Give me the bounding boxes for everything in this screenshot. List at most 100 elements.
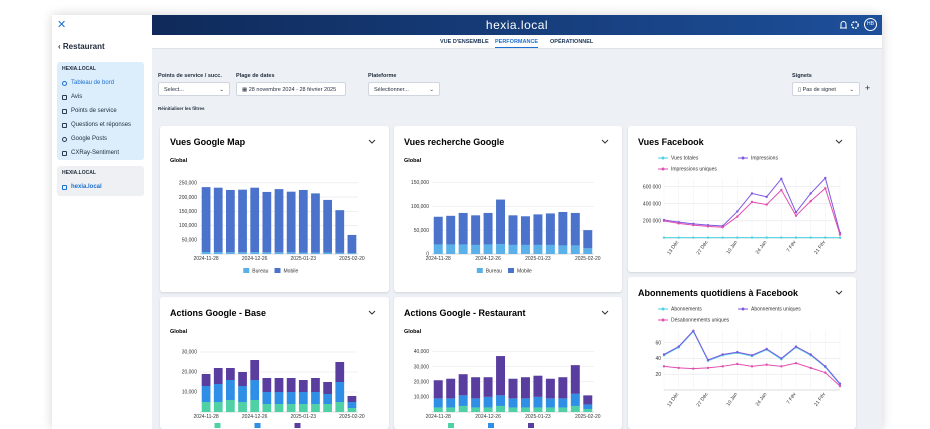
y-tick-label: 20,000 xyxy=(414,379,430,385)
reset-filters[interactable]: Réinitialiser les filtres xyxy=(158,106,205,111)
collapse-chevron[interactable] xyxy=(601,139,609,144)
bar-segment xyxy=(533,396,543,408)
legend-label: Bureau xyxy=(252,269,268,275)
tab[interactable]: OPÉRATIONNEL xyxy=(550,39,594,45)
x-tick-label: 2024-11-28 xyxy=(426,414,451,420)
close-button[interactable]: ✕ xyxy=(57,19,67,31)
bar-segment xyxy=(311,392,320,404)
bar-segment xyxy=(298,189,308,253)
y-tick-label: 200 000 xyxy=(643,219,661,225)
bar-segment xyxy=(347,253,357,254)
bar-segment xyxy=(583,404,593,409)
bar-segment xyxy=(570,405,580,412)
y-tick-label: 100,000 xyxy=(411,204,429,210)
bar-segment xyxy=(508,398,518,408)
bar-segment xyxy=(250,400,260,412)
bar-segment xyxy=(558,407,568,412)
bar-segment xyxy=(311,404,320,412)
x-tick-label: 2025-01-23 xyxy=(525,256,551,262)
nav-item[interactable]: hexia.local xyxy=(62,180,139,194)
data-point xyxy=(677,366,680,370)
collapse-chevron[interactable] xyxy=(835,290,843,295)
data-point xyxy=(706,225,710,228)
y-tick-label: 250,000 xyxy=(179,181,197,187)
chart-subtitle: Global xyxy=(170,329,188,335)
bar-segment xyxy=(558,245,568,254)
nav-item[interactable]: Avis xyxy=(62,90,139,104)
bar-segment xyxy=(483,396,493,408)
select-value: Sélectionner... xyxy=(374,87,409,93)
bar-segment xyxy=(262,252,272,254)
nav-label: Points de service xyxy=(71,108,117,114)
platform-select[interactable]: Sélectionner... ⌄ xyxy=(368,82,440,96)
bar-segment xyxy=(446,398,456,408)
y-tick-label: 200,000 xyxy=(179,195,197,201)
bar-segment xyxy=(323,394,332,404)
bar-segment xyxy=(347,408,357,412)
bar-segment xyxy=(520,377,530,399)
bar-segment xyxy=(483,212,493,245)
data-point xyxy=(750,200,754,204)
service-select[interactable]: Select... ⌄ xyxy=(158,82,230,96)
nav-item[interactable]: Tableau de bord xyxy=(62,76,139,90)
data-point xyxy=(750,236,754,239)
x-tick-label: 10 Jan xyxy=(725,392,739,408)
bar-segment xyxy=(286,404,296,412)
bar-segment xyxy=(226,400,235,412)
tab[interactable]: PERFORMANCE xyxy=(495,39,539,48)
data-point xyxy=(736,210,739,213)
y-tick-label: 30,000 xyxy=(414,364,430,370)
data-point xyxy=(750,365,754,368)
bar-segment xyxy=(226,368,235,380)
bar-segment xyxy=(520,407,530,412)
chart-card: Vues Facebook 200 000 400 000 600 000 13 Déc… xyxy=(628,126,856,272)
nav-label: CXRay-Sentiment xyxy=(71,150,120,156)
nav-item[interactable]: Points de service xyxy=(62,104,139,118)
collapse-chevron[interactable] xyxy=(368,139,376,144)
date-range[interactable]: ▦ 28 novembre 2024 - 28 février 2025 xyxy=(236,82,346,96)
bar-segment xyxy=(323,199,332,253)
legend-label: Désabonnements uniques xyxy=(671,318,730,324)
filter-label: Points de service / succ. xyxy=(158,73,222,79)
bar-segment xyxy=(483,244,493,254)
bar-segment xyxy=(570,212,580,246)
bar-segment xyxy=(226,252,235,254)
bar-segment xyxy=(446,244,456,254)
legend-swatch xyxy=(488,423,494,428)
legend-label: Abonnements xyxy=(671,307,702,313)
add-bookmark[interactable]: + xyxy=(865,83,871,93)
collapse-chevron[interactable] xyxy=(601,310,609,315)
bar-segment xyxy=(274,252,284,254)
bar-segment xyxy=(446,378,456,399)
y-tick-label: 150,000 xyxy=(411,180,429,186)
data-point xyxy=(721,226,724,229)
bookmark-select[interactable]: ▯ Pas de signet ⌄ xyxy=(792,82,860,96)
collapse-chevron[interactable] xyxy=(368,310,376,315)
legend-label: Vues totales xyxy=(671,156,699,162)
tab[interactable]: VUE D'ENSEMBLE xyxy=(440,39,489,45)
avatar[interactable]: HB xyxy=(864,18,877,31)
bar-segment xyxy=(201,402,211,412)
x-tick-label: 13 Déc xyxy=(666,391,680,408)
data-point xyxy=(706,366,710,370)
data-point xyxy=(794,236,798,239)
legend-dot xyxy=(741,307,745,311)
data-point xyxy=(780,357,783,360)
header-icons[interactable] xyxy=(838,19,860,31)
x-tick-label: 13 Déc xyxy=(666,239,680,256)
bar-segment xyxy=(262,404,272,412)
chart: Actions Google - Restaurant Global 10,000 2… xyxy=(404,308,609,428)
x-tick-label: 10 Jan xyxy=(725,240,739,256)
collapse-chevron[interactable] xyxy=(835,139,843,144)
nav-item[interactable]: CXRay-Sentiment xyxy=(62,146,139,160)
nav-item[interactable]: Google Posts xyxy=(62,132,139,146)
legend-dot xyxy=(661,156,665,160)
chart-title: Actions Google - Base xyxy=(170,308,266,318)
y-tick-label: 20,000 xyxy=(182,370,198,376)
bar-segment xyxy=(298,252,308,254)
data-point xyxy=(824,371,827,374)
nav-item[interactable]: Questions et réponses xyxy=(62,118,139,132)
back-link[interactable]: ‹ Restaurant xyxy=(58,42,105,51)
bar-segment xyxy=(238,252,247,254)
bar-segment xyxy=(213,252,223,254)
